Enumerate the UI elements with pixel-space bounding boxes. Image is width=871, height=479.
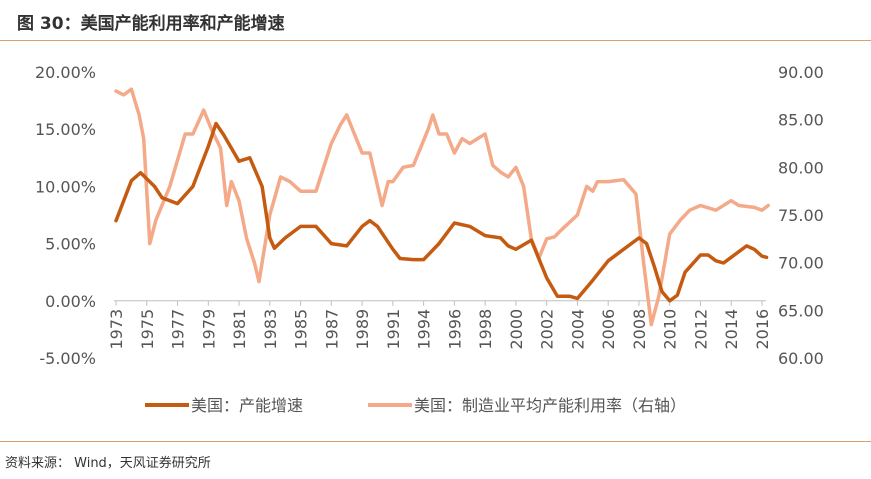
footer-divider — [0, 441, 871, 442]
left-axis-tick-label: 0.00% — [45, 292, 96, 311]
x-axis-tick-label: 1977 — [169, 309, 188, 350]
x-axis-tick-label: 1998 — [476, 309, 495, 350]
right-axis-tick-label: 65.00 — [778, 301, 824, 320]
x-axis-tick-label: 2000 — [507, 309, 526, 350]
left-axis-tick-label: 20.00% — [35, 63, 96, 82]
x-axis-tick-label: 1989 — [353, 309, 372, 350]
x-axis-tick-label: 1996 — [445, 309, 464, 350]
x-axis-tick-label: 1991 — [384, 309, 403, 350]
left-axis-tick-label: -5.00% — [39, 349, 96, 368]
x-axis-tick-label: 2010 — [661, 309, 680, 350]
x-axis-tick-label: 1979 — [199, 309, 218, 350]
legend-label: 美国：产能增速 — [191, 396, 303, 415]
x-axis-tick-label: 1985 — [292, 309, 311, 350]
x-axis-tick-label: 2008 — [630, 309, 649, 350]
left-axis-tick-label: 15.00% — [35, 120, 96, 139]
x-axis-tick-label: 2004 — [568, 309, 587, 350]
right-axis-tick-label: 70.00 — [778, 254, 824, 273]
chart: -5.00% 0.00% 5.00% 10.00% 15.00% 20.00% 60.00 6… — [35, 63, 824, 415]
title-divider — [0, 40, 871, 41]
x-axis-tick-label: 1994 — [415, 309, 434, 350]
source-note: 资料来源： Wind，天风证券研究所 — [5, 456, 211, 471]
series-line-capacity-growth — [114, 121, 769, 303]
figure-title: 图 30：美国产能利用率和产能增速 — [17, 14, 285, 34]
x-axis-tick-label: 1983 — [261, 309, 280, 350]
right-axis-tick-label: 80.00 — [778, 158, 824, 177]
x-axis-tick-label: 2006 — [599, 309, 618, 350]
right-axis-tick-label: 60.00 — [778, 349, 824, 368]
left-axis-tick-label: 10.00% — [35, 177, 96, 196]
x-axis-tick-label: 2012 — [691, 309, 710, 350]
left-axis-tick-label: 5.00% — [45, 235, 96, 254]
x-axis-tick-label: 2014 — [722, 309, 741, 350]
series-line-utilization-rate — [114, 87, 770, 327]
right-axis-tick-label: 75.00 — [778, 206, 824, 225]
x-axis-tick-label: 1987 — [322, 309, 341, 350]
x-axis-tick-label: 1973 — [107, 309, 126, 350]
x-axis-tick-label: 1975 — [138, 309, 157, 350]
x-axis-tick-label: 1981 — [230, 309, 249, 350]
right-axis-tick-label: 85.00 — [778, 111, 824, 130]
x-axis-tick-label: 2016 — [753, 309, 772, 350]
x-axis-tick-label: 2002 — [538, 309, 557, 350]
legend-label: 美国：制造业平均产能利用率（右轴） — [414, 396, 686, 415]
right-axis-tick-label: 90.00 — [778, 63, 824, 82]
